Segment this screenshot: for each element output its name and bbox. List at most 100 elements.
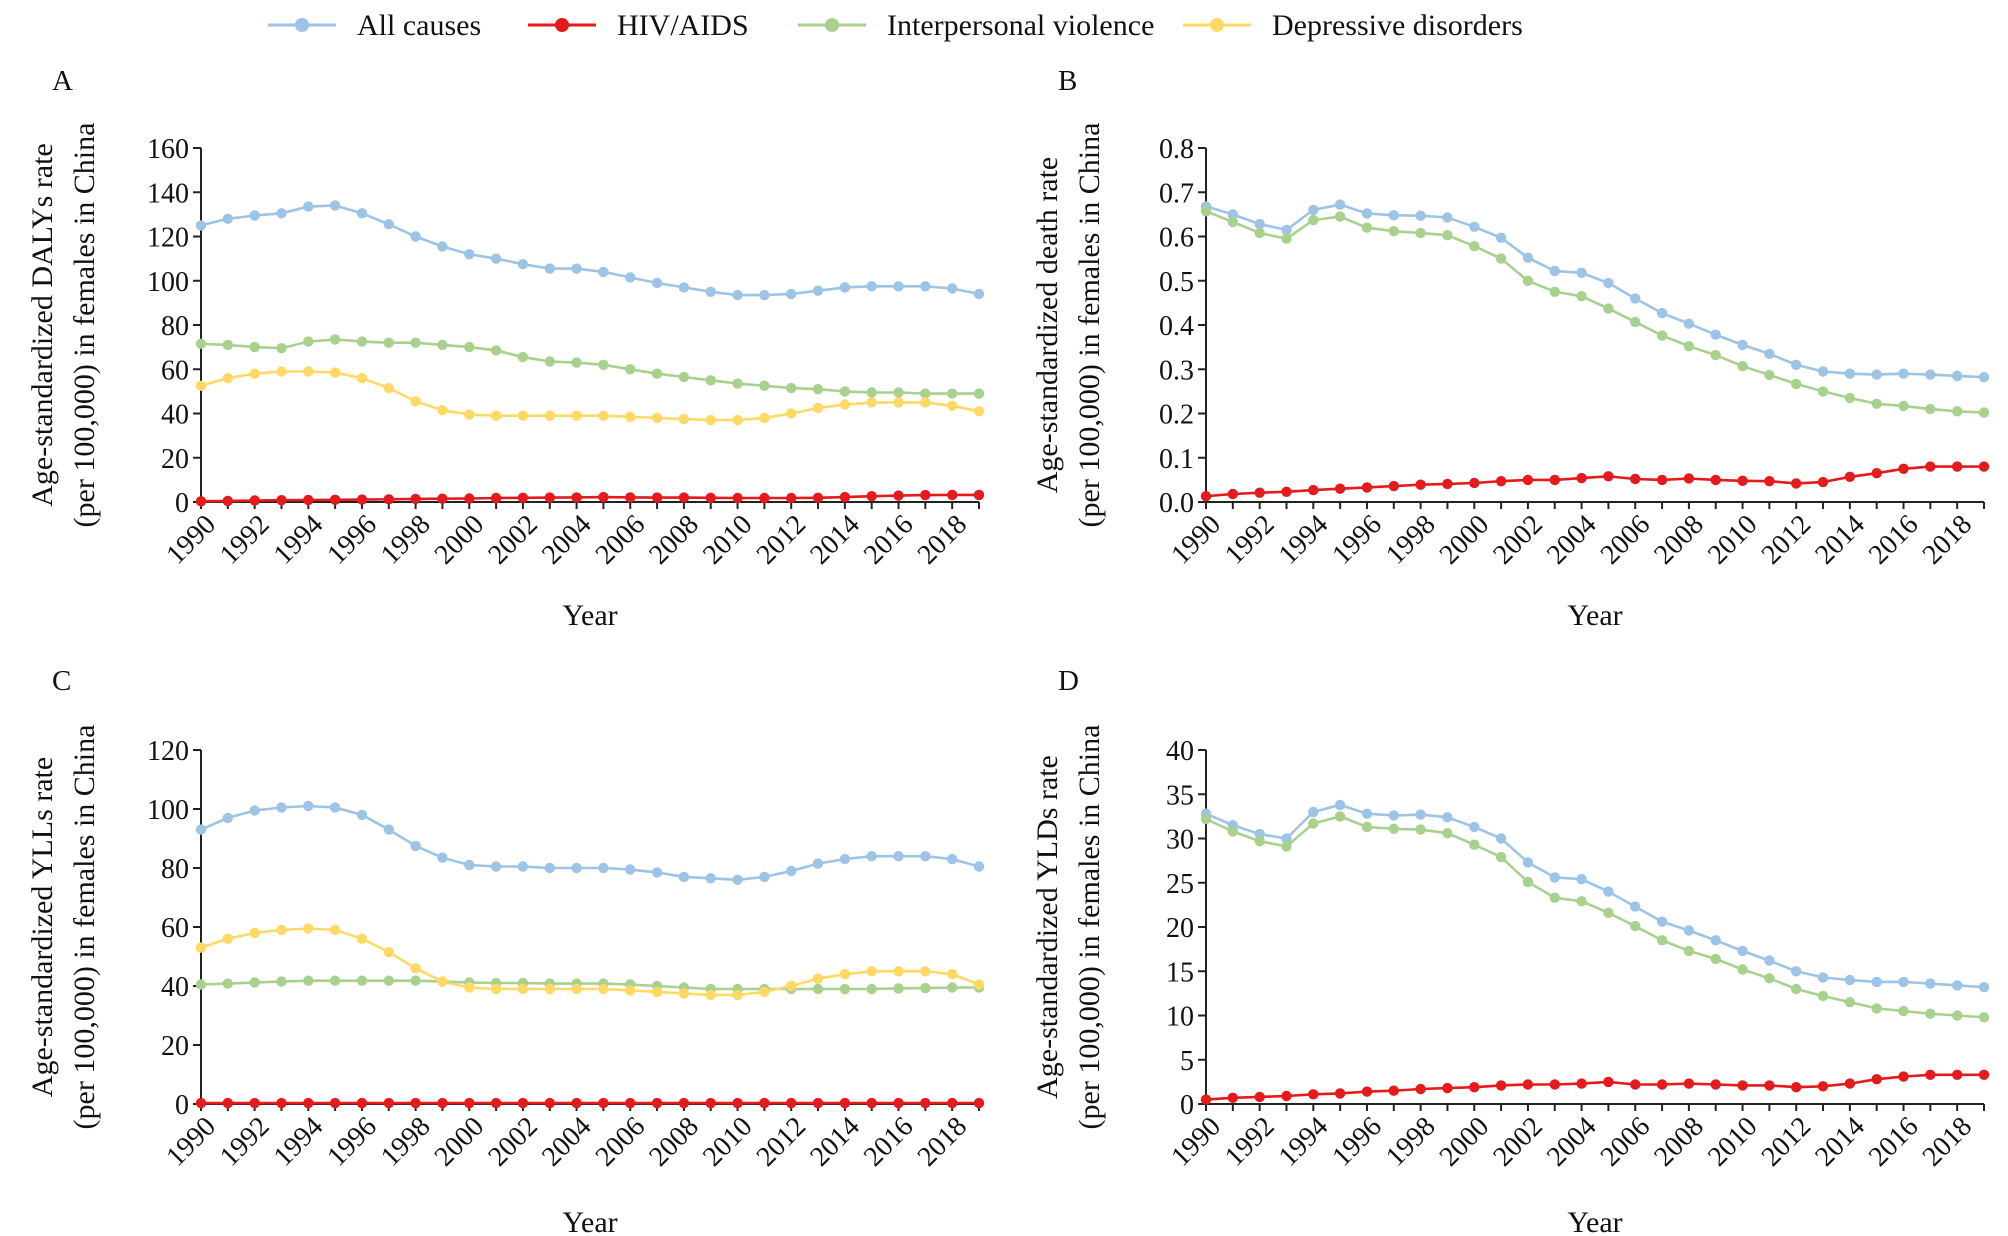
series-line <box>200 804 980 882</box>
data-point <box>893 490 904 501</box>
data-point <box>732 378 743 389</box>
data-point <box>1254 1091 1265 1103</box>
data-point <box>1710 474 1721 486</box>
x-axis-title: Year <box>1567 599 1622 632</box>
data-point <box>1522 876 1534 888</box>
x-tick-label: 1996 <box>1326 1111 1388 1173</box>
series-line <box>1205 1073 1984 1101</box>
legend-swatch-marker <box>825 18 839 32</box>
data-point <box>544 263 555 274</box>
data-point <box>759 380 770 391</box>
x-tick-label: 2006 <box>1595 509 1657 571</box>
data-point <box>1227 1092 1239 1104</box>
data-point <box>195 824 207 835</box>
data-point <box>1227 209 1239 220</box>
x-tick-label: 2010 <box>1702 1111 1764 1173</box>
data-point <box>1334 799 1346 811</box>
data-point <box>1442 1082 1453 1094</box>
data-point <box>1576 267 1587 278</box>
x-tick-label: 1996 <box>321 1111 383 1173</box>
data-point <box>839 282 851 293</box>
data-point <box>759 871 770 883</box>
data-point <box>1603 277 1614 289</box>
data-point <box>517 492 529 503</box>
data-point <box>383 382 394 394</box>
x-tick-label: 2002 <box>1487 1111 1549 1173</box>
x-tick-label: 2006 <box>590 1111 652 1173</box>
data-point <box>1308 818 1319 829</box>
data-point <box>1388 480 1400 492</box>
data-point <box>1683 473 1695 484</box>
data-point <box>1254 227 1265 239</box>
series-interpersonal-violence <box>1200 206 1990 418</box>
data-point <box>651 492 663 503</box>
data-point <box>812 384 824 395</box>
data-point <box>571 357 582 368</box>
data-point <box>1549 286 1561 297</box>
x-tick-label: 2012 <box>751 1111 813 1173</box>
legend: All causes HIV/AIDS Interpersonal violence… <box>268 9 1523 42</box>
data-point <box>598 983 609 995</box>
data-point <box>1871 1074 1882 1085</box>
data-point <box>464 982 475 993</box>
y-tick-label: 0.3 <box>1159 355 1194 386</box>
data-point <box>222 1097 233 1109</box>
data-point <box>625 985 636 996</box>
series-line <box>1205 815 1985 1019</box>
data-point <box>356 336 368 347</box>
data-point <box>839 983 851 995</box>
data-point <box>1898 1005 1909 1017</box>
x-tick-label: 2018 <box>912 509 974 571</box>
x-tick-label: 1992 <box>214 509 276 571</box>
data-point <box>356 809 368 821</box>
data-point <box>786 288 797 300</box>
data-point <box>517 259 529 270</box>
data-point <box>1308 806 1319 818</box>
x-tick-label: 2008 <box>643 1111 705 1173</box>
data-point <box>249 495 260 506</box>
data-point <box>195 338 207 349</box>
data-point <box>464 493 475 504</box>
data-point <box>571 263 582 274</box>
data-point <box>303 1097 314 1109</box>
data-point <box>544 862 555 874</box>
y-tick-label: 0.4 <box>1159 311 1194 342</box>
data-point <box>812 1097 824 1109</box>
data-point <box>1388 823 1400 834</box>
data-point <box>1576 874 1587 885</box>
data-point <box>1925 1008 1936 1019</box>
series-hiv-aids <box>1200 461 1990 502</box>
y-tick-label: 120 <box>147 736 189 767</box>
data-point <box>1630 920 1641 932</box>
data-point <box>1764 348 1775 359</box>
y-tick-label: 140 <box>147 178 189 209</box>
y-tick-label: 60 <box>161 913 189 944</box>
data-point <box>410 493 421 505</box>
data-point <box>1442 812 1453 823</box>
data-point <box>356 494 368 505</box>
data-point <box>329 200 341 211</box>
series-all-causes <box>195 200 985 301</box>
x-tick-label: 1994 <box>268 509 330 571</box>
legend-label: All causes <box>357 9 481 42</box>
series-interpersonal-violence <box>195 975 985 995</box>
data-point <box>222 978 233 989</box>
y-axis-title: Age-standardized DALYs rate (per 100,000)… <box>26 123 101 528</box>
data-point <box>303 366 314 377</box>
data-point <box>625 1097 636 1109</box>
data-point <box>947 400 958 411</box>
data-point <box>1361 1086 1373 1097</box>
x-tick-label: 2004 <box>536 509 598 571</box>
data-point <box>947 388 958 399</box>
data-point <box>1415 1083 1426 1095</box>
data-point <box>276 495 287 506</box>
y-tick-label: 5 <box>1180 1046 1194 1077</box>
data-point <box>571 1097 582 1109</box>
data-point <box>329 334 341 345</box>
data-point <box>1925 369 1936 380</box>
data-point <box>812 973 824 984</box>
data-point <box>1281 833 1292 844</box>
y-axis-title-line: (per 100,000) in females in China <box>1073 123 1106 528</box>
data-point <box>410 963 421 974</box>
data-point <box>276 924 287 936</box>
